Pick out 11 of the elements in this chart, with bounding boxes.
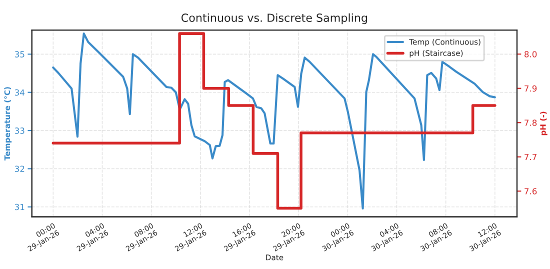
y-tick-label: 33 [14,128,24,134]
y2-tick-label: 7.8 [524,120,537,126]
y-tick-label: 34 [14,89,24,96]
y2-tick-label: 8.0 [524,51,537,58]
y2-tick-label: 7.6 [524,188,537,194]
y2-tick-label: 7.9 [524,85,537,92]
y-tick-label: 31 [14,204,24,210]
y-tick-label: 32 [14,166,24,172]
y2-tick-label: 7.7 [524,154,536,160]
y-tick-label: 35 [14,51,24,58]
chart-title: Continuous vs. Discrete Sampling [182,13,368,24]
